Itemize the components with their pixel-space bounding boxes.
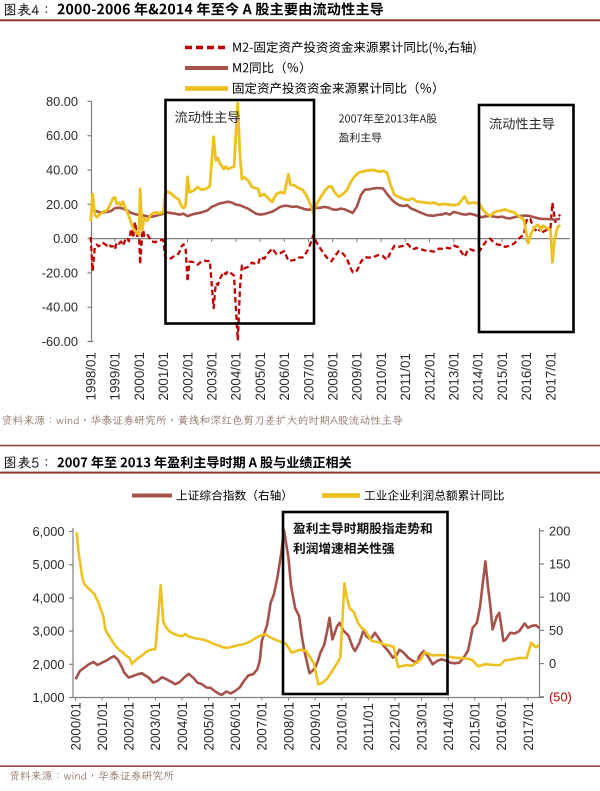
svg-text:2000/01: 2000/01: [68, 702, 83, 750]
svg-text:2011/01: 2011/01: [361, 703, 376, 750]
svg-text:-20.00: -20.00: [42, 265, 78, 280]
svg-text:2017/01: 2017/01: [543, 352, 558, 400]
svg-text:60.00: 60.00: [46, 128, 78, 143]
svg-text:150: 150: [549, 557, 570, 572]
svg-text:(50): (50): [549, 689, 572, 704]
svg-text:2008/01: 2008/01: [281, 702, 296, 750]
svg-text:0.00: 0.00: [53, 231, 78, 246]
svg-text:2006/01: 2006/01: [228, 702, 243, 750]
svg-text:2013/01: 2013/01: [447, 352, 462, 400]
svg-text:2,000: 2,000: [32, 657, 64, 672]
svg-text:2016/01: 2016/01: [519, 352, 534, 400]
svg-text:2001/01: 2001/01: [156, 352, 171, 400]
svg-text:2002/01: 2002/01: [180, 352, 195, 400]
svg-text:40.00: 40.00: [46, 163, 78, 178]
svg-text:200: 200: [549, 523, 570, 538]
svg-text:1,000: 1,000: [32, 690, 64, 705]
svg-text:2009/01: 2009/01: [308, 702, 323, 750]
svg-text:1999/01: 1999/01: [108, 352, 123, 400]
svg-text:2006/01: 2006/01: [277, 352, 292, 400]
svg-text:2016/01: 2016/01: [494, 702, 509, 750]
svg-text:2003/01: 2003/01: [148, 702, 163, 750]
svg-text:2013/01: 2013/01: [414, 702, 429, 750]
svg-text:-40.00: -40.00: [42, 300, 78, 315]
svg-text:2011/01: 2011/01: [398, 353, 413, 400]
svg-text:2004/01: 2004/01: [229, 352, 244, 400]
svg-text:2012/01: 2012/01: [388, 702, 403, 750]
svg-text:2015/01: 2015/01: [468, 702, 483, 750]
svg-text:2000/01: 2000/01: [132, 352, 147, 400]
svg-text:-60.00: -60.00: [42, 334, 78, 349]
svg-text:50: 50: [549, 623, 563, 638]
svg-text:2004/01: 2004/01: [175, 702, 190, 750]
svg-text:2015/01: 2015/01: [495, 352, 510, 400]
svg-text:6,000: 6,000: [32, 524, 64, 539]
svg-text:2009/01: 2009/01: [350, 352, 365, 400]
svg-text:2001/01: 2001/01: [95, 702, 110, 750]
svg-text:2017/01: 2017/01: [521, 702, 536, 750]
svg-text:2008/01: 2008/01: [326, 352, 341, 400]
svg-text:2005/01: 2005/01: [201, 702, 216, 750]
svg-text:2007/01: 2007/01: [255, 702, 270, 750]
svg-text:100: 100: [549, 590, 570, 605]
svg-text:2010/01: 2010/01: [335, 702, 350, 750]
svg-text:4,000: 4,000: [32, 590, 64, 605]
svg-text:2012/01: 2012/01: [422, 352, 437, 400]
svg-text:2010/01: 2010/01: [374, 352, 389, 400]
svg-text:0: 0: [549, 656, 556, 671]
svg-text:80.00: 80.00: [46, 94, 78, 109]
svg-text:1998/01: 1998/01: [84, 352, 99, 400]
svg-text:2002/01: 2002/01: [122, 702, 137, 750]
svg-text:5,000: 5,000: [32, 557, 64, 572]
svg-text:2014/01: 2014/01: [471, 352, 486, 400]
svg-text:2003/01: 2003/01: [205, 352, 220, 400]
svg-text:2007/01: 2007/01: [301, 352, 316, 400]
svg-text:3,000: 3,000: [32, 624, 64, 639]
svg-text:2005/01: 2005/01: [253, 352, 268, 400]
svg-text:20.00: 20.00: [46, 197, 78, 212]
svg-text:2014/01: 2014/01: [441, 702, 456, 750]
